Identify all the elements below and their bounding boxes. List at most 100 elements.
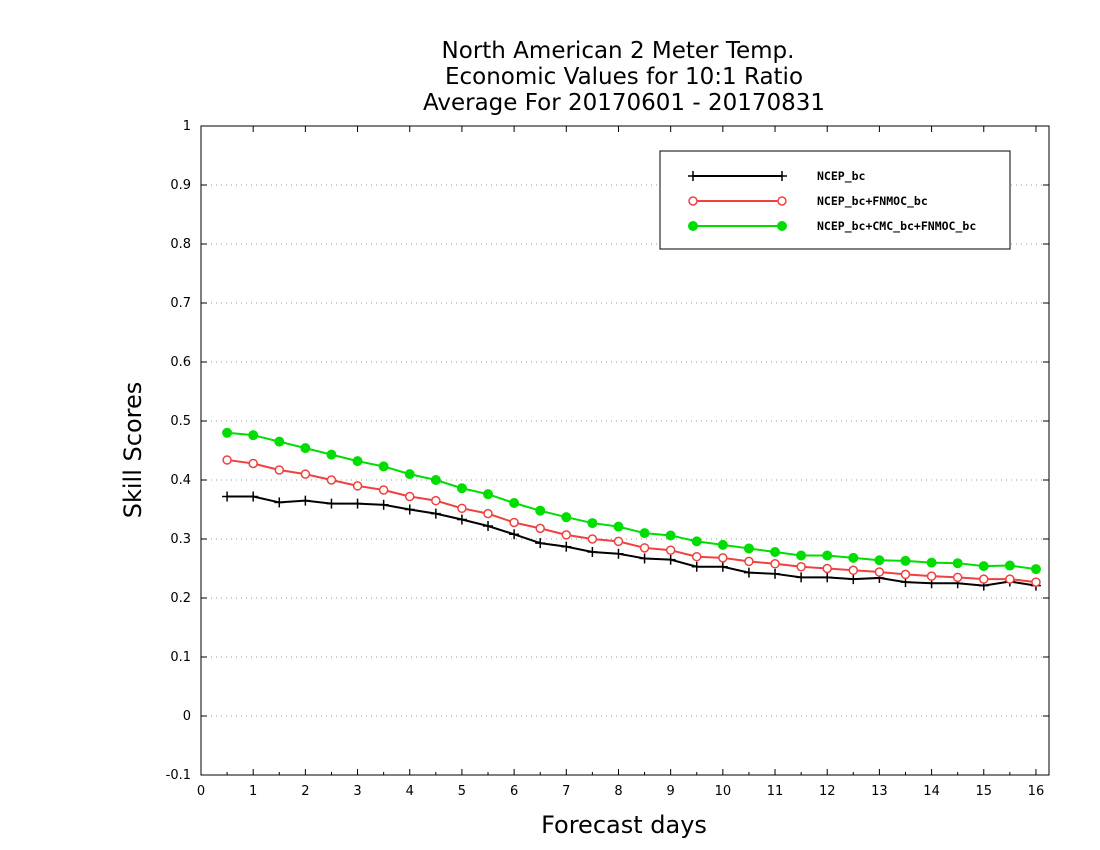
series-2 bbox=[222, 455, 1041, 587]
chart-title-line-3: Average For 20170601 - 20170831 bbox=[423, 90, 825, 116]
data-point bbox=[222, 427, 233, 438]
data-point bbox=[352, 456, 363, 467]
data-point bbox=[404, 469, 415, 480]
data-point bbox=[378, 485, 389, 495]
data-point bbox=[1030, 564, 1041, 575]
y-tick-label: 1 bbox=[183, 119, 191, 134]
data-point bbox=[483, 508, 493, 519]
data-point bbox=[639, 528, 650, 539]
data-point bbox=[404, 504, 415, 515]
data-point bbox=[509, 517, 519, 528]
data-point bbox=[743, 543, 754, 554]
data-point bbox=[326, 449, 337, 460]
data-point bbox=[509, 529, 520, 540]
y-tick-label: 0.5 bbox=[170, 414, 191, 429]
data-point bbox=[718, 553, 728, 563]
x-tick-label: 0 bbox=[197, 784, 205, 799]
data-point bbox=[248, 430, 259, 441]
data-point bbox=[456, 483, 467, 494]
x-tick-label: 5 bbox=[458, 784, 466, 799]
data-point bbox=[248, 458, 258, 469]
data-point bbox=[509, 498, 520, 509]
data-point bbox=[1005, 574, 1015, 584]
y-tick-label: -0.1 bbox=[166, 768, 191, 783]
data-point bbox=[926, 557, 937, 568]
x-tick-label: 6 bbox=[510, 784, 518, 799]
data-point bbox=[770, 559, 780, 569]
data-point bbox=[431, 495, 441, 506]
y-tick-label: 0.3 bbox=[170, 532, 191, 547]
data-point bbox=[874, 567, 885, 577]
data-point bbox=[613, 536, 624, 547]
data-point bbox=[378, 461, 389, 472]
data-point bbox=[796, 572, 807, 583]
data-point bbox=[848, 574, 859, 585]
x-tick-label: 14 bbox=[923, 784, 940, 799]
data-point bbox=[457, 503, 467, 514]
data-point bbox=[535, 505, 546, 516]
data-point bbox=[274, 465, 285, 475]
data-point bbox=[692, 551, 702, 562]
data-point bbox=[404, 491, 415, 502]
data-point bbox=[352, 498, 363, 509]
legend-label: NCEP_bc bbox=[817, 169, 865, 184]
data-point bbox=[717, 539, 728, 550]
data-point bbox=[744, 556, 754, 567]
data-point bbox=[848, 552, 859, 563]
data-point bbox=[691, 536, 702, 547]
data-point bbox=[326, 475, 337, 485]
data-point bbox=[796, 561, 806, 572]
data-point bbox=[587, 546, 598, 557]
data-point bbox=[848, 565, 859, 576]
data-point bbox=[300, 495, 311, 506]
legend-marker bbox=[688, 171, 698, 181]
data-point bbox=[613, 521, 624, 532]
data-point bbox=[639, 553, 650, 564]
y-tick-label: 0.7 bbox=[170, 296, 191, 311]
data-point bbox=[587, 518, 598, 529]
x-tick-label: 13 bbox=[871, 784, 888, 799]
data-point bbox=[822, 550, 833, 561]
x-tick-label: 9 bbox=[667, 784, 675, 799]
data-point bbox=[874, 555, 885, 566]
x-tick-label: 16 bbox=[1028, 784, 1045, 799]
data-point bbox=[796, 550, 807, 561]
legend-marker bbox=[777, 196, 787, 206]
data-point bbox=[822, 572, 833, 583]
data-point bbox=[979, 574, 989, 584]
legend-marker bbox=[688, 196, 698, 206]
x-tick-label: 15 bbox=[975, 784, 992, 799]
data-point bbox=[639, 543, 650, 553]
legend: NCEP_bc NCEP_bc+FNMOC_bc NCEP_bc+CMC_bc+FN… bbox=[659, 150, 1011, 250]
data-point bbox=[248, 491, 259, 502]
legend-marker bbox=[777, 221, 787, 231]
data-point bbox=[978, 561, 989, 572]
data-point bbox=[822, 563, 832, 574]
x-axis-label: Forecast days bbox=[541, 811, 707, 839]
data-point bbox=[665, 530, 676, 541]
data-point bbox=[222, 491, 233, 502]
data-point bbox=[535, 523, 545, 534]
series-1 bbox=[222, 491, 1041, 591]
x-tick-label: 1 bbox=[249, 784, 257, 799]
x-tick-label: 11 bbox=[767, 784, 784, 799]
grid-lines bbox=[201, 184, 1049, 717]
data-point bbox=[535, 538, 546, 549]
x-tick-label: 8 bbox=[614, 784, 622, 799]
data-point bbox=[300, 443, 311, 454]
series-line bbox=[226, 458, 1037, 584]
data-point bbox=[274, 436, 285, 447]
chart-title-line-1: North American 2 Meter Temp. bbox=[442, 38, 795, 64]
chart-title-line-2: Economic Values for 10:1 Ratio bbox=[445, 64, 803, 90]
data-point bbox=[900, 555, 911, 566]
data-point bbox=[352, 481, 363, 491]
data-point bbox=[274, 497, 285, 508]
x-tick-label: 12 bbox=[819, 784, 836, 799]
x-tick-label: 4 bbox=[406, 784, 414, 799]
data-point bbox=[378, 499, 389, 510]
data-point bbox=[430, 475, 441, 485]
legend-label: NCEP_bc+CMC_bc+FNMOC_bc bbox=[817, 219, 976, 234]
y-tick-label: 0.2 bbox=[170, 591, 191, 606]
y-tick-label: 0.6 bbox=[170, 355, 191, 370]
